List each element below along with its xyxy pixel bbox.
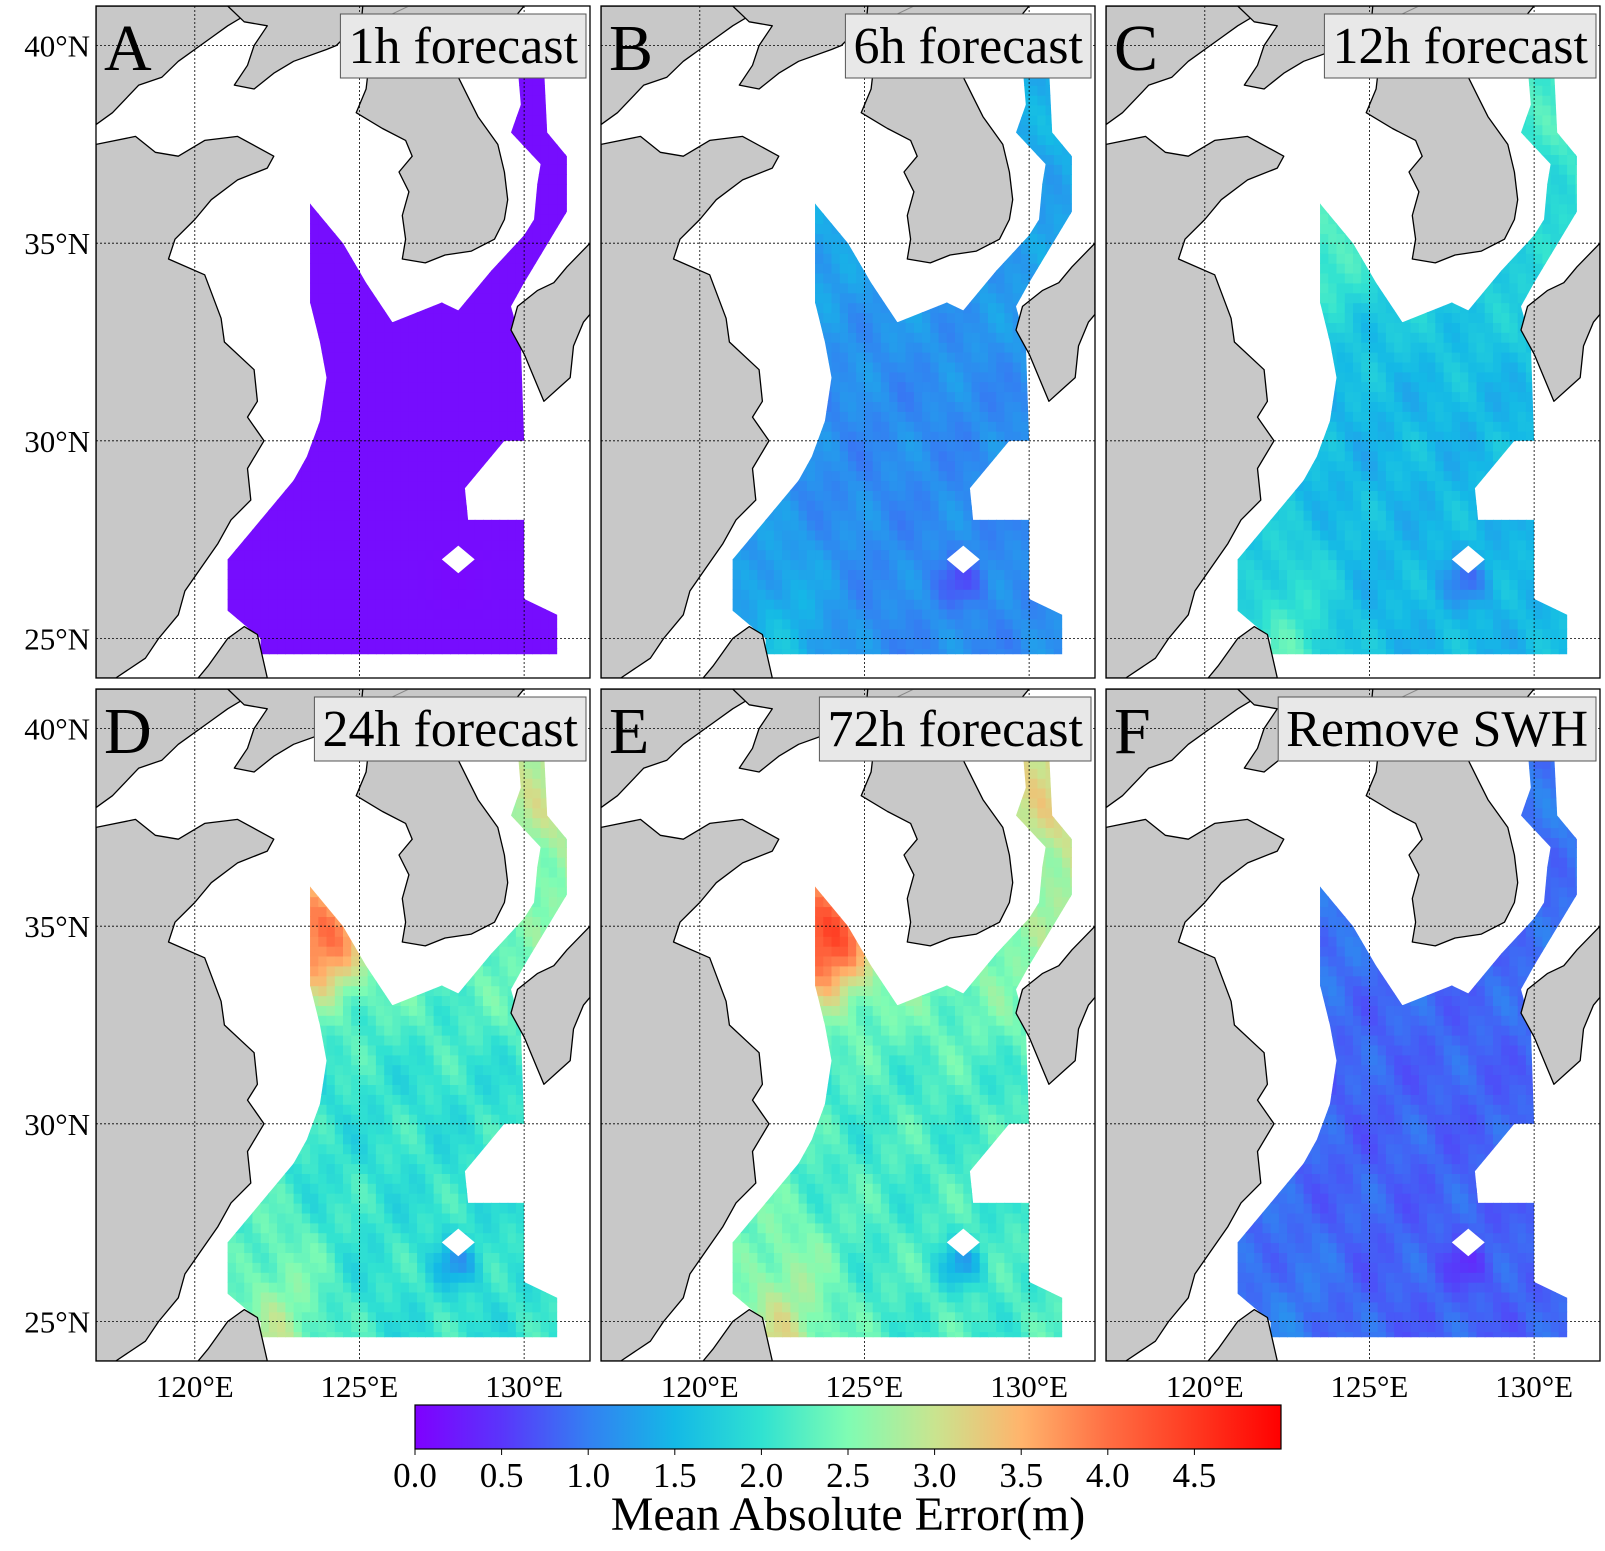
panel-frame — [600, 5, 1096, 679]
panel-label-text: 12h forecast — [1332, 18, 1588, 75]
panel-label-text: Remove SWH — [1286, 701, 1588, 758]
lon-tick-label: 125°E — [826, 1369, 904, 1404]
panel-label-text: 1h forecast — [348, 18, 578, 75]
panel-label-box — [818, 696, 1092, 762]
lon-tick-label: 120°E — [1166, 1369, 1244, 1404]
lon-tick-label: 120°E — [661, 1369, 739, 1404]
panel-label: 72h forecast — [818, 696, 1092, 762]
map-panels: A 1h forecast 40°N 35°N 30°N 25°N B 6h forecast… — [24, 5, 1601, 1404]
colorbar-ticks: 0.0 0.5 1.0 1.5 2.0 2.5 3.0 3.5 4.0 4.5 — [393, 1449, 1216, 1495]
colorbar-tick-label: 2.0 — [740, 1456, 784, 1495]
lon-tick-label: 130°E — [485, 1369, 563, 1404]
panel-label-box — [313, 696, 587, 762]
map-panel-e: E 72h forecast 120°E 125°E 130°E — [600, 688, 1096, 1404]
map-panel-f: F Remove SWH 120°E 125°E 130°E — [1105, 688, 1601, 1404]
map-panel-c: C 12h forecast — [1105, 5, 1601, 679]
lat-tick-label: 30°N — [24, 424, 90, 459]
panel-label: 12h forecast — [1323, 13, 1597, 79]
domain-gap — [1451, 1228, 1485, 1257]
panel-letter: D — [104, 695, 152, 768]
panel-letter: B — [609, 12, 653, 85]
lon-tick-label: 120°E — [156, 1369, 234, 1404]
domain-gap — [441, 545, 475, 574]
panel-label: 1h forecast — [339, 13, 587, 79]
lat-tick-label: 35°N — [24, 226, 90, 261]
colorbar-tick-label: 0.5 — [480, 1456, 524, 1495]
gridlines — [1106, 6, 1600, 678]
colorbar-label: Mean Absolute Error(m) — [611, 1488, 1086, 1541]
panel-frame — [1105, 5, 1601, 679]
colorbar: 0.0 0.5 1.0 1.5 2.0 2.5 3.0 3.5 4.0 4.5 Mean Abso… — [393, 1404, 1282, 1541]
panel-label-box — [844, 13, 1092, 79]
gridlines — [601, 6, 1095, 678]
panel-label: Remove SWH — [1277, 696, 1597, 762]
lon-tick-label: 125°E — [321, 1369, 399, 1404]
lat-tick-label: 40°N — [24, 29, 90, 64]
map-panel-b: B 6h forecast — [600, 5, 1096, 679]
colorbar-tick-label: 2.5 — [826, 1456, 870, 1495]
panel-letter: F — [1114, 695, 1151, 768]
lon-tick-label: 125°E — [1331, 1369, 1409, 1404]
colorbar-tick-label: 3.5 — [999, 1456, 1043, 1495]
colorbar-tick-label: 3.0 — [913, 1456, 957, 1495]
panel-letter: C — [1114, 12, 1158, 85]
colorbar-tick-label: 0.0 — [393, 1456, 437, 1495]
panel-frame — [95, 688, 591, 1362]
lat-tick-label: 25°N — [24, 1304, 90, 1339]
colorbar-tick-label: 4.0 — [1086, 1456, 1130, 1495]
panel-frame — [95, 5, 591, 679]
colorbar-tick-label: 1.0 — [566, 1456, 610, 1495]
domain-gap — [441, 1228, 475, 1257]
gridlines — [96, 689, 590, 1361]
colorbar-tick-label: 1.5 — [653, 1456, 697, 1495]
panel-frame — [1105, 688, 1601, 1362]
panel-frame — [600, 688, 1096, 1362]
panel-letter: A — [104, 12, 152, 85]
panel-label-text: 24h forecast — [322, 701, 578, 758]
domain-gap — [1451, 545, 1485, 574]
gridlines — [96, 6, 590, 678]
gridlines — [1106, 689, 1600, 1361]
gridlines — [601, 689, 1095, 1361]
lat-tick-label: 30°N — [24, 1107, 90, 1142]
lon-tick-label: 130°E — [990, 1369, 1068, 1404]
lat-tick-label: 25°N — [24, 621, 90, 656]
domain-gap — [946, 545, 980, 574]
panel-label: 24h forecast — [313, 696, 587, 762]
colorbar-gradient — [414, 1404, 1282, 1450]
map-panel-a: A 1h forecast 40°N 35°N 30°N 25°N — [24, 5, 591, 679]
panel-label-text: 6h forecast — [853, 18, 1083, 75]
colorbar-tick-label: 4.5 — [1173, 1456, 1217, 1495]
panel-label: 6h forecast — [844, 13, 1092, 79]
panel-label-text: 72h forecast — [827, 701, 1083, 758]
lat-tick-label: 35°N — [24, 909, 90, 944]
domain-gap — [946, 1228, 980, 1257]
panel-label-box — [1323, 13, 1597, 79]
panel-label-box — [1277, 696, 1597, 762]
panel-letter: E — [609, 695, 649, 768]
map-panel-d: D 24h forecast 40°N 35°N 30°N 25°N 120°E 125°E 1… — [24, 688, 591, 1404]
lat-tick-label: 40°N — [24, 712, 90, 747]
lon-tick-label: 130°E — [1495, 1369, 1573, 1404]
panel-label-box — [339, 13, 587, 79]
